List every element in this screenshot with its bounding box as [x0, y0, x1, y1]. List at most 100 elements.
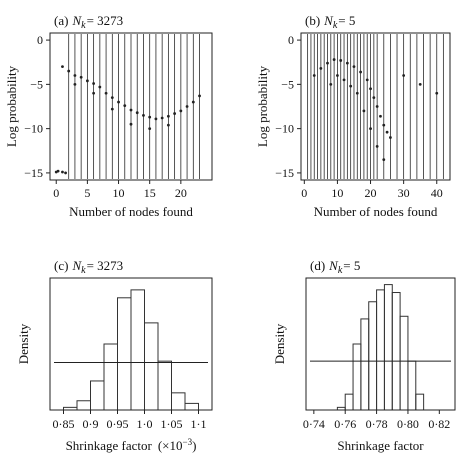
data-point-b-9	[369, 87, 372, 91]
data-point-a-3	[64, 171, 67, 175]
histogram-bar-c-9	[184, 402, 199, 411]
panel-letter: (a)	[54, 13, 68, 28]
data-point-b-13	[382, 123, 386, 127]
histogram-bar-c-3	[103, 343, 118, 411]
x-axis-title-main: Shrinkage factor	[66, 438, 153, 453]
nk-subscript: k	[81, 265, 86, 276]
data-point-a-19	[154, 117, 158, 121]
x-tick-label-b-4: 40	[431, 186, 443, 200]
y-tick-label-a-0: 0	[37, 33, 43, 47]
data-point-a-28	[92, 91, 96, 95]
data-point-b-11	[375, 105, 379, 108]
panel-letter: (d)	[310, 258, 325, 273]
x-tick-label-a-1: 5	[84, 186, 90, 200]
data-point-b-4	[339, 59, 343, 62]
data-point-a-10	[98, 85, 102, 89]
data-point-a-26	[198, 94, 201, 98]
x-tick-label-d-1: 0·76	[334, 417, 356, 431]
data-point-b-25	[402, 74, 406, 77]
y-axis-title-a: Log probability	[4, 65, 19, 147]
data-point-b-17	[336, 74, 339, 77]
plot-frame-b	[300, 32, 451, 181]
data-point-b-27	[435, 91, 439, 95]
histogram-bar-c-7	[157, 360, 172, 411]
histogram-bar-c-1	[76, 400, 91, 411]
x-axis-title-b: Number of nodes found	[314, 204, 438, 219]
nk-value: = 5	[338, 13, 355, 28]
x-tick-label-a-2: 10	[113, 186, 125, 200]
data-point-a-29	[110, 107, 114, 111]
data-point-a-5	[67, 69, 71, 73]
x-axis-title-unit: (×10	[158, 438, 183, 453]
data-point-a-4	[61, 65, 64, 69]
data-point-b-21	[362, 109, 366, 113]
x-tick-label-c-0: 0·85	[53, 417, 75, 431]
data-point-a-18	[148, 115, 152, 119]
data-point-b-18	[342, 78, 346, 82]
x-tick-label-b-2: 20	[365, 186, 377, 200]
histogram-bar-d-1	[344, 393, 354, 411]
data-point-a-14	[123, 104, 127, 108]
nk-symbol: N	[71, 13, 82, 28]
panel-letter: (c)	[54, 258, 68, 273]
panel-title-b: (b) Nk= 5	[305, 13, 355, 31]
x-tick-label-c-5: 1·1	[191, 417, 207, 431]
data-point-b-12	[379, 114, 382, 118]
data-point-a-20	[160, 116, 164, 120]
y-axis-title-c: Density	[16, 323, 31, 364]
panel-c: (c) Nk= 3273 0·85 0·9 0·95 1·0 1·05 1·1 Density S…	[16, 258, 213, 453]
panel-d: (d) Nk= 5 0·74 0·76 0·78 0·80 0·82 Density Shrin…	[272, 258, 456, 453]
data-point-a-6	[73, 74, 77, 77]
histogram-bar-d-3	[360, 318, 370, 411]
histogram-bar-d-2	[352, 343, 362, 411]
x-tick-label-c-3: 1·0	[137, 417, 153, 431]
x-tick-label-d-0: 0·74	[303, 417, 325, 431]
histogram-bar-d-8	[399, 315, 409, 411]
data-point-b-3	[332, 58, 336, 61]
histogram-bar-d-4	[368, 301, 378, 411]
y-tick-label-b-2: −10	[275, 122, 294, 136]
data-point-a-15	[129, 108, 133, 112]
panel-title-d: (d) Nk= 5	[310, 258, 360, 276]
nk-subscript: k	[338, 265, 343, 276]
y-axis-title-d: Density	[272, 323, 287, 364]
data-point-a-8	[85, 79, 89, 83]
nk-subscript: k	[81, 20, 86, 31]
data-point-a-23	[179, 109, 183, 113]
y-tick-label-b-3: −15	[275, 166, 294, 180]
y-tick-label-a-3: −15	[24, 166, 43, 180]
x-axis-title-main: Shrinkage factor	[337, 438, 424, 453]
data-point-b-10	[372, 96, 376, 100]
x-tick-label-b-3: 30	[398, 186, 410, 200]
panel-title-a: (a) Nk= 3273	[54, 13, 123, 31]
nk-subscript: k	[333, 20, 338, 31]
data-point-a-17	[142, 113, 145, 117]
data-point-b-5	[345, 61, 349, 65]
data-point-a-27	[73, 82, 77, 86]
data-point-b-8	[365, 78, 369, 82]
x-tick-label-c-2: 0·95	[107, 417, 129, 431]
data-point-a-32	[166, 123, 170, 127]
data-point-b-19	[349, 84, 353, 88]
x-tick-label-c-4: 1·05	[161, 417, 183, 431]
data-point-a-13	[117, 100, 120, 104]
histogram-bar-c-5	[130, 289, 145, 411]
panel-title-c: (c) Nk= 3273	[54, 258, 123, 276]
y-tick-label-a-2: −10	[24, 122, 43, 136]
plot-frame-d	[305, 277, 456, 411]
y-tick-label-b-1: −5	[281, 77, 294, 91]
histogram-bar-c-4	[117, 297, 132, 411]
data-point-b-22	[369, 127, 372, 131]
data-point-a-21	[166, 114, 170, 118]
panel-b: (b) Nk= 5 0 −5 −10 −15 Log probability 0 10 20 30 4…	[255, 13, 451, 219]
data-point-a-12	[110, 96, 114, 100]
histogram-bar-d-9	[407, 360, 417, 411]
data-point-b-24	[382, 158, 386, 162]
data-point-b-26	[418, 82, 422, 86]
data-point-b-16	[329, 82, 333, 86]
x-tick-label-d-2: 0·78	[366, 417, 388, 431]
data-point-b-14	[385, 130, 389, 134]
x-axis-title-a: Number of nodes found	[69, 204, 193, 219]
plot-frame-a	[49, 32, 213, 181]
